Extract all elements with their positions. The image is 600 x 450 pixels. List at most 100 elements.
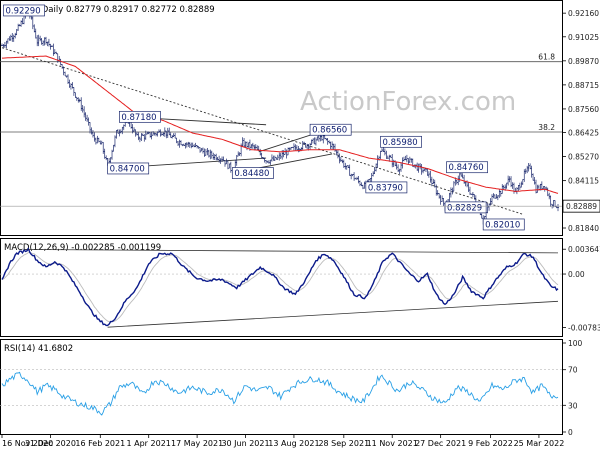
price-bar	[86, 114, 89, 122]
rsi-ytick-3: 0	[568, 428, 573, 437]
price-bar	[420, 163, 423, 175]
x-tick-4: 17 May 2021	[171, 439, 223, 448]
price-bar	[523, 169, 526, 182]
x-tick-0: 16 Nov 2020	[2, 439, 53, 448]
price-bar	[96, 135, 99, 144]
price-annotation-7: 0.83790	[368, 183, 403, 193]
price-bar	[410, 158, 413, 163]
price-annotation-4: 0.86560	[312, 126, 347, 136]
price-bar	[228, 163, 231, 169]
price-bar	[457, 175, 460, 186]
price-bar	[495, 193, 498, 199]
price-bar	[458, 173, 461, 182]
price-bar	[14, 32, 17, 39]
price-bar	[6, 38, 9, 44]
price-bar	[512, 182, 515, 194]
price-annotation-9: 0.82010	[485, 220, 520, 230]
price-ytick-4: 0.87560	[568, 105, 599, 114]
price-bar	[329, 141, 332, 150]
price-bar	[526, 165, 529, 174]
price-bar	[557, 203, 559, 212]
price-bar	[178, 139, 181, 148]
price-bar	[400, 162, 403, 172]
price-bar	[501, 184, 504, 195]
price-bar	[77, 97, 80, 103]
price-bar	[99, 140, 102, 145]
price-bar	[313, 137, 316, 145]
price-bar	[103, 148, 106, 159]
price-bar	[269, 159, 272, 165]
price-bar	[345, 165, 348, 170]
trendline-0	[1, 47, 523, 215]
price-bar	[336, 149, 339, 159]
macd-line	[1, 247, 559, 327]
price-ytick-1: 0.91025	[568, 33, 599, 42]
price-bar	[81, 104, 84, 113]
rsi-ytick-1: 70	[568, 366, 578, 375]
price-bar	[61, 64, 64, 69]
macd-ytick-2: -0.007839	[568, 323, 600, 332]
price-bar	[191, 142, 194, 148]
price-bar	[383, 148, 386, 156]
price-bar	[498, 189, 501, 198]
price-bar	[521, 179, 524, 185]
price-bar	[159, 129, 162, 137]
price-bar	[166, 127, 169, 138]
price-bar	[520, 181, 523, 188]
macd-ytick-1: 0.00	[568, 270, 585, 279]
price-bar	[200, 147, 203, 152]
price-bar	[194, 142, 197, 148]
price-bar	[34, 28, 37, 39]
price-bar	[408, 156, 411, 163]
price-bar	[285, 149, 288, 159]
price-bar	[17, 23, 20, 31]
price-bar	[244, 141, 247, 148]
price-bar	[116, 129, 119, 134]
price-ytick-2: 0.89870	[568, 57, 599, 66]
price-bar	[247, 142, 250, 148]
price-bar	[312, 138, 315, 144]
price-bar	[435, 184, 438, 196]
price-annotation-8: 0.82829	[447, 203, 482, 213]
price-bar	[427, 171, 430, 178]
fib-label-0: 61.8	[538, 53, 555, 62]
price-annotation-2: 0.84700	[110, 164, 145, 174]
price-bar	[105, 155, 108, 161]
price-bar	[229, 161, 232, 173]
x-tick-7: 28 Sep 2021	[318, 439, 369, 448]
x-tick-3: 1 Apr 2021	[127, 439, 171, 448]
x-tick-10: 9 Feb 2022	[468, 439, 513, 448]
price-annotation-box-9	[482, 218, 525, 231]
x-tick-9: 27 Dec 2021	[415, 439, 466, 448]
watermark: ActionForex.com	[300, 87, 516, 117]
price-bar	[87, 117, 90, 126]
price-bar	[31, 16, 34, 30]
price-bar	[102, 142, 105, 154]
price-bar	[64, 71, 67, 77]
price-bar	[433, 179, 436, 188]
price-bar	[201, 147, 204, 154]
price-bar	[215, 153, 218, 161]
price-bar	[536, 184, 539, 193]
price-bar	[11, 32, 14, 42]
price-bar	[426, 168, 429, 176]
price-bar	[292, 143, 295, 151]
price-bar	[379, 150, 382, 160]
price-bar	[210, 150, 213, 159]
price-bar	[407, 157, 410, 165]
price-bar	[90, 127, 93, 135]
price-bar	[358, 180, 361, 187]
price-bar	[370, 172, 373, 182]
macd-resistance-trendline	[28, 249, 559, 254]
price-bar	[511, 182, 514, 189]
x-tick-1: 31 Dec 2020	[25, 439, 76, 448]
price-bar	[185, 142, 188, 148]
price-bar	[385, 150, 388, 159]
price-ytick-5: 0.86425	[568, 129, 599, 138]
price-bar	[438, 193, 441, 199]
price-bar	[331, 141, 334, 150]
price-bar	[134, 129, 137, 137]
price-annotation-box-1	[119, 110, 161, 123]
price-bar	[140, 132, 143, 142]
